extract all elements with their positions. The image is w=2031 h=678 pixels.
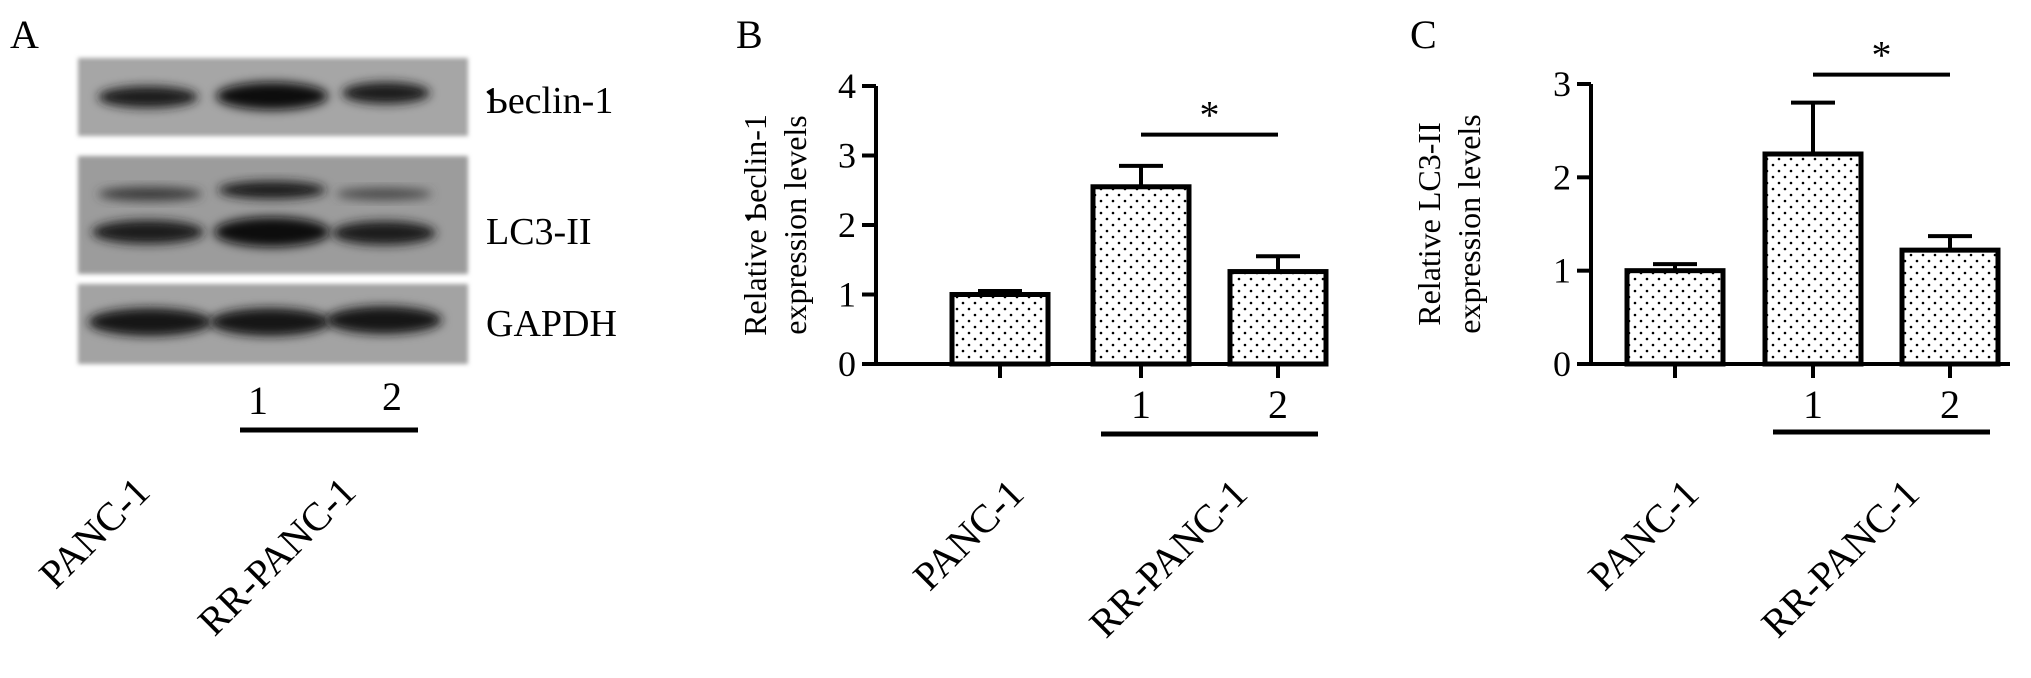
band-lc3i-rr2: [336, 188, 432, 200]
band-label-lc3: LC3-II: [486, 211, 592, 253]
chart-b-ylabel-line: expression levels: [777, 115, 813, 335]
band-gapdh-rr2: [326, 306, 442, 334]
chart-c-ytick-label: 3: [1553, 64, 1571, 104]
lane-number-1: 1: [248, 378, 268, 423]
band-lc3ii-rr2: [332, 221, 436, 245]
band-beclin1-rr1: [216, 82, 328, 110]
chart-b-ytick-label: 4: [838, 66, 856, 106]
chart-b-ytick-label: 2: [838, 205, 856, 245]
chart-c-bar: [1899, 247, 2001, 367]
panel-b-chart: B 0 1 2 3 4 1 2 PANC-1 RR-PANC-1 * Relative Ƅeclin…: [736, 12, 1329, 646]
panel-a-letter: A: [10, 12, 39, 57]
chart-b-ylabel: Relative Ƅeclin-1 expression levels: [737, 114, 813, 336]
lane-number-2: 2: [382, 374, 402, 419]
blot-background: [78, 156, 468, 274]
chart-c-xtick-number: 2: [1940, 382, 1960, 427]
chart-c-xcat-label: PANC-1: [1579, 471, 1707, 599]
band-beclin1-panc1: [98, 86, 198, 108]
band-lc3ii-panc1: [92, 220, 204, 244]
chart-b-bar: [1227, 269, 1329, 367]
blot-strip-beclin1: [78, 58, 468, 136]
chart-c-ytick-label: 2: [1553, 157, 1571, 197]
lane-group-label-rr: RR-PANC-1: [189, 469, 364, 644]
blot-strip-lc3: [78, 156, 468, 274]
panel-c-letter: C: [1410, 12, 1437, 57]
band-lc3i-rr1: [218, 181, 326, 199]
chart-b-bar: [1090, 184, 1192, 367]
blot-strip-gapdh: [78, 284, 468, 364]
chart-c-ytick-label: 0: [1553, 344, 1571, 384]
chart-b-bar: [949, 292, 1051, 367]
chart-b-xtick-number: 1: [1131, 382, 1151, 427]
lane-group-label-panc1: PANC-1: [30, 469, 158, 597]
chart-c-xcat-label: RR-PANC-1: [1752, 471, 1927, 646]
chart-c-xtick-number: 1: [1803, 382, 1823, 427]
chart-c-ylabel-line: expression levels: [1451, 114, 1487, 334]
panel-b-letter: B: [736, 12, 763, 57]
band-lc3i-panc1: [98, 187, 202, 201]
chart-c-bar: [1624, 268, 1726, 367]
chart-b-ytick-label: 0: [838, 344, 856, 384]
chart-b-ylabel-line: Relative Ƅeclin-1: [737, 114, 773, 336]
chart-b-significance-star: *: [1200, 93, 1220, 138]
chart-b-ytick-label: 3: [838, 136, 856, 176]
band-gapdh-rr1: [210, 308, 330, 336]
band-lc3ii-rr1: [214, 217, 330, 247]
chart-c-ytick-label: 1: [1553, 251, 1571, 291]
band-label-beclin1: Ƅeclin-1: [486, 80, 613, 122]
chart-b-xtick-number: 2: [1268, 382, 1288, 427]
chart-c-significance-star: *: [1872, 33, 1892, 78]
band-gapdh-panc1: [88, 308, 212, 336]
chart-b-xcat-label: RR-PANC-1: [1080, 471, 1255, 646]
chart-c-ylabel-line: Relative LC3-II: [1411, 122, 1447, 325]
panel-c-chart: C 0 1 2 3 1 2 PANC-1 RR-PANC-1 * Relative LC3-II e…: [1410, 12, 2010, 646]
band-label-gapdh: GAPDH: [486, 303, 617, 345]
panel-a: A Ƅeclin-1 LC3-II GAPDH 1: [10, 12, 617, 644]
chart-b-xcat-label: PANC-1: [904, 471, 1032, 599]
chart-c-ylabel: Relative LC3-II expression levels: [1411, 114, 1487, 334]
chart-c-bar: [1762, 151, 1864, 367]
band-beclin1-rr2: [342, 82, 430, 104]
chart-b-ytick-label: 1: [838, 275, 856, 315]
